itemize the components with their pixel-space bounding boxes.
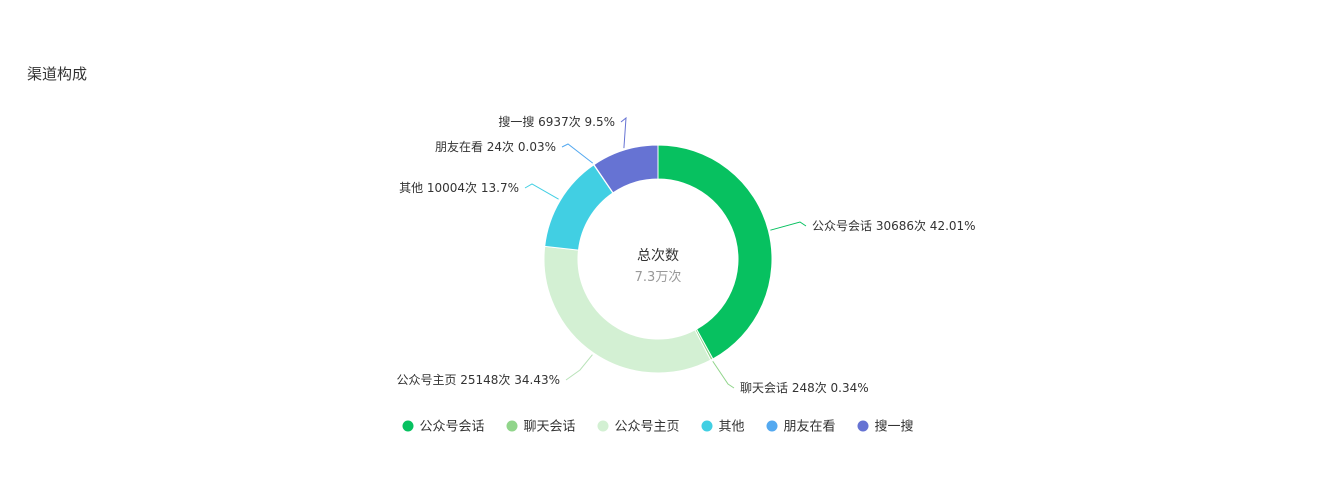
legend-swatch-4 <box>766 420 778 432</box>
slices-layer <box>543 144 773 374</box>
legend-swatch-1 <box>506 420 518 432</box>
legend-label-1: 聊天会话 <box>524 420 576 435</box>
section-title: 渠道构成 <box>27 65 88 83</box>
leader-line-3 <box>524 183 559 200</box>
leader-line-1 <box>712 360 735 389</box>
leader-lines-layer <box>524 116 807 389</box>
legend-swatch-3 <box>701 420 713 432</box>
legend-label-2: 公众号主页 <box>615 420 680 435</box>
slice-5[interactable] <box>593 144 659 194</box>
center-value: 7.3万次 <box>635 269 682 285</box>
legend: 公众号会话 聊天会话 公众号主页 其他 朋友在看 搜一搜 <box>402 419 914 435</box>
data-label-1: 聊天会话 248次 0.34% <box>740 381 869 395</box>
leader-line-2 <box>565 354 593 381</box>
legend-item-4[interactable]: 朋友在看 <box>766 419 836 435</box>
legend-label-4: 朋友在看 <box>784 419 836 435</box>
legend-swatch-5 <box>857 420 869 432</box>
data-label-3: 其他 10004次 13.7% <box>399 181 519 195</box>
slice-2[interactable] <box>543 245 712 374</box>
legend-item-3[interactable]: 其他 <box>701 420 745 435</box>
leader-line-4 <box>561 143 594 164</box>
legend-item-2[interactable]: 公众号主页 <box>597 420 680 435</box>
data-labels-layer: 公众号会话 30686次 42.01% 聊天会话 248次 0.34% 公众号主页 … <box>396 114 975 395</box>
legend-label-0: 公众号会话 <box>420 420 485 435</box>
legend-swatch-2 <box>597 420 609 432</box>
legend-item-5[interactable]: 搜一搜 <box>857 420 914 435</box>
data-label-4: 朋友在看 24次 0.03% <box>435 140 556 154</box>
slice-0[interactable] <box>657 144 773 360</box>
data-label-0: 公众号会话 30686次 42.01% <box>812 219 976 233</box>
legend-item-0[interactable]: 公众号会话 <box>402 420 485 435</box>
legend-item-1[interactable]: 聊天会话 <box>506 420 576 435</box>
leader-line-0 <box>770 221 807 231</box>
center-title: 总次数 <box>637 248 679 264</box>
leader-line-5 <box>620 116 627 149</box>
data-label-2: 公众号主页 25148次 34.43% <box>396 373 560 387</box>
legend-label-5: 搜一搜 <box>875 420 914 435</box>
data-label-5: 搜一搜 6937次 9.5% <box>498 114 615 129</box>
legend-swatch-0 <box>402 420 414 432</box>
legend-label-3: 其他 <box>719 420 745 435</box>
